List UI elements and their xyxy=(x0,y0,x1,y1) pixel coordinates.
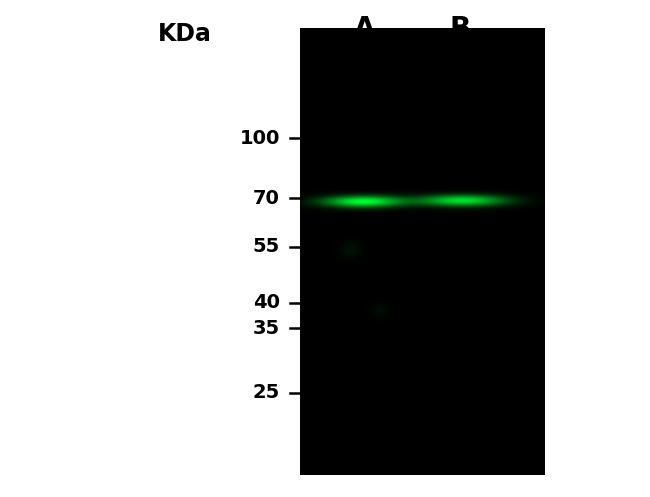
Text: 40: 40 xyxy=(253,294,280,313)
Text: 100: 100 xyxy=(240,129,280,148)
Text: KDa: KDa xyxy=(158,22,212,46)
Text: 55: 55 xyxy=(253,238,280,256)
Text: 35: 35 xyxy=(253,319,280,337)
Bar xyxy=(300,28,545,475)
Text: 25: 25 xyxy=(253,384,280,403)
Text: A: A xyxy=(354,15,376,43)
Text: B: B xyxy=(449,15,471,43)
Text: 70: 70 xyxy=(253,188,280,208)
